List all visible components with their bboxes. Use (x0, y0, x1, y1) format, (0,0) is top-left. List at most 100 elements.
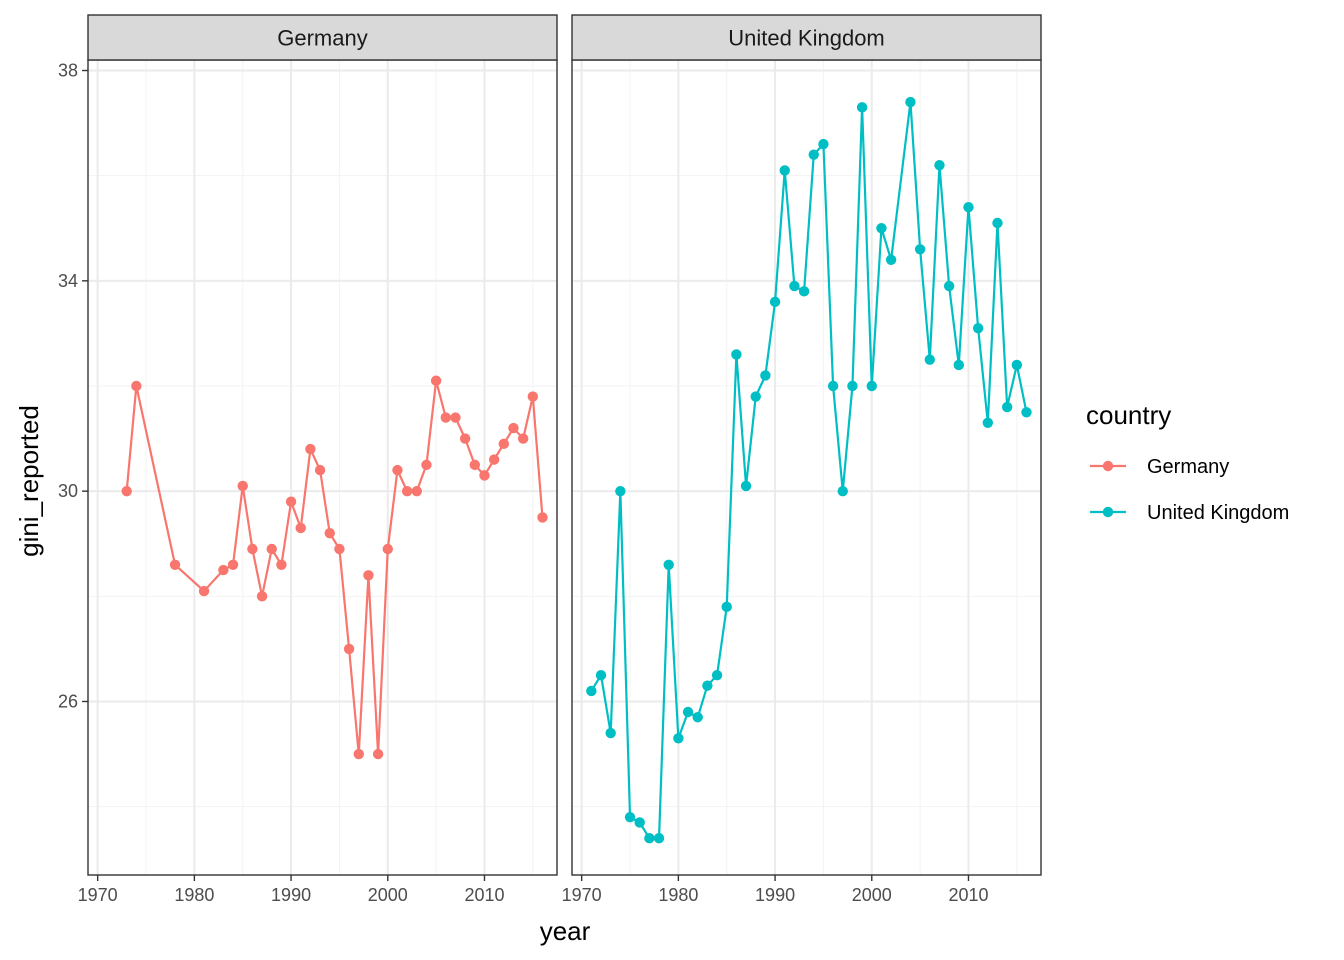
y-tick-label: 38 (58, 61, 78, 81)
data-point (595, 669, 607, 681)
data-point (363, 570, 374, 581)
data-point (421, 459, 432, 471)
x-axis-title: year (540, 916, 591, 946)
x-tick-label: 2010 (464, 885, 504, 905)
data-point (963, 202, 974, 213)
data-point (644, 832, 655, 844)
legend-label: Germany (1147, 456, 1229, 478)
data-point (934, 159, 945, 171)
data-point (760, 370, 771, 381)
legend-key-point (1102, 460, 1114, 472)
data-point (334, 543, 345, 555)
data-point (615, 485, 626, 497)
data-point (876, 223, 887, 234)
x-tick-label: 1980 (174, 885, 214, 905)
data-point (131, 380, 142, 392)
data-point (537, 512, 548, 523)
data-point (392, 464, 403, 476)
data-point (721, 601, 732, 613)
data-point (237, 480, 248, 492)
data-point (401, 485, 413, 497)
legend-key-point (1102, 506, 1114, 518)
data-point (953, 359, 965, 371)
data-point (227, 559, 239, 570)
data-point (314, 464, 326, 476)
data-point (198, 585, 210, 597)
x-tick-label: 1970 (562, 885, 602, 905)
data-point (324, 528, 335, 539)
data-point (459, 433, 471, 444)
data-point (673, 733, 684, 744)
data-point (798, 286, 810, 297)
data-point (508, 422, 519, 434)
data-point (121, 485, 132, 497)
data-point (266, 543, 277, 555)
x-tick-label: 2010 (948, 885, 988, 905)
x-tick-label: 1980 (658, 885, 698, 905)
data-point (343, 643, 355, 655)
y-axis-title: gini_reported (14, 405, 44, 557)
data-point (711, 669, 723, 681)
x-tick-label: 1970 (78, 885, 118, 905)
facet-strip-label: United Kingdom (728, 26, 885, 51)
legend: country Germany United Kingdom (1086, 400, 1289, 524)
data-point (943, 280, 955, 292)
data-point (924, 354, 935, 365)
y-tick-label: 26 (58, 691, 78, 711)
data-point (276, 559, 287, 570)
data-point (847, 380, 858, 392)
data-point (624, 811, 636, 823)
data-point (353, 748, 364, 760)
y-axis: 26 30 34 38 (58, 61, 88, 711)
x-tick-label: 2000 (852, 885, 892, 905)
y-tick-label: 30 (58, 481, 78, 501)
data-point (779, 165, 790, 176)
data-point (992, 217, 1003, 229)
panel-background (572, 60, 1041, 875)
facet-strip (87, 14, 558, 61)
data-point (653, 832, 665, 844)
data-point (586, 685, 597, 697)
data-point (682, 706, 694, 718)
data-point (837, 485, 848, 497)
data-point (479, 470, 490, 481)
data-point (750, 391, 761, 402)
data-point (789, 280, 800, 292)
data-point (247, 543, 258, 555)
data-point (972, 322, 984, 334)
data-point (856, 102, 868, 113)
data-point (382, 543, 393, 555)
data-point (866, 380, 877, 392)
data-point (488, 454, 500, 465)
data-point (827, 380, 839, 392)
legend-entry: United Kingdom (1090, 502, 1289, 524)
x-tick-label: 2000 (368, 885, 408, 905)
data-point (440, 412, 451, 423)
data-point (450, 412, 461, 423)
x-tick-label: 1990 (755, 885, 795, 905)
data-point (702, 680, 713, 691)
data-point (517, 433, 529, 444)
data-point (914, 244, 926, 255)
data-point (605, 727, 616, 739)
data-point (663, 559, 674, 570)
facet-panel-0: Germany 1970 1980 1990 2000 2010 (78, 14, 558, 905)
data-point (885, 254, 897, 266)
data-point (527, 391, 539, 402)
data-point (1001, 401, 1013, 413)
data-point (498, 438, 510, 450)
data-point (305, 443, 316, 455)
legend-entry: Germany (1090, 456, 1229, 478)
data-point (256, 591, 268, 602)
data-point (905, 96, 916, 108)
data-point (769, 296, 781, 308)
data-point (1021, 407, 1032, 418)
data-point (1011, 359, 1023, 371)
data-point (430, 375, 442, 386)
data-point (740, 480, 752, 492)
data-point (692, 712, 703, 723)
x-tick-label: 1990 (271, 885, 311, 905)
facet-strip (571, 14, 1042, 61)
